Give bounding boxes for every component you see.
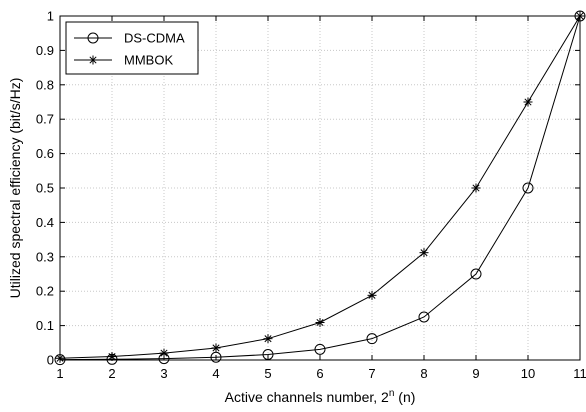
y-tick-label: 0.8 [36,77,54,92]
data-point-circle [366,333,378,345]
x-tick-label: 2 [108,366,115,381]
asterisk-stroke [212,344,220,352]
series-line [59,15,581,361]
legend-box [65,21,199,75]
data-point-circle [574,10,586,22]
x-axis-label-main: Active channels number, 2 [225,389,389,405]
asterisk-stroke [472,184,480,192]
data-point-circle [522,182,534,194]
x-tick-label: 7 [368,366,375,381]
y-tick-label: 0.7 [36,112,54,127]
y-tick-label: 0.3 [36,249,54,264]
data-point-asterisk [107,352,117,362]
legend-item: DS-CDMA [74,31,185,46]
data-point-asterisk [211,343,221,353]
data-point-circle [470,268,482,280]
y-tick-label: 0.4 [36,215,54,230]
x-tick-label: 11 [573,366,586,381]
x-tick-label: 6 [316,366,323,381]
legend-label: DS-CDMA [124,31,185,46]
asterisk-stroke [368,291,376,299]
x-tick-label: 5 [264,366,271,381]
data-point-asterisk [575,11,585,21]
asterisk-stroke [264,335,272,343]
x-tick-label: 9 [472,366,479,381]
data-point-asterisk [367,290,377,300]
data-point-asterisk [471,183,481,193]
y-tick-label: 0.1 [36,318,54,333]
x-tick-label: 8 [420,366,427,381]
data-point-asterisk [263,334,273,344]
y-tick-label: 0.2 [36,284,54,299]
x-tick-label: 3 [160,366,167,381]
y-tick-label: 0.5 [36,181,54,196]
data-point-circle [314,343,326,355]
asterisk-stroke [89,56,97,64]
asterisk-stroke [108,353,116,361]
asterisk-stroke [420,249,428,257]
data-point-asterisk [88,55,98,65]
x-axis-label-superscript: n [389,388,395,399]
data-point-circle [418,311,430,323]
x-tick-label: 4 [212,366,219,381]
x-tick-label: 1 [56,366,63,381]
asterisk-stroke [56,354,64,362]
data-point-asterisk [55,353,65,363]
y-tick-label: 0.6 [36,146,54,161]
data-point-asterisk [419,248,429,258]
asterisk-stroke [316,318,324,327]
series-ds-cdma [54,10,586,366]
asterisk-stroke [576,12,584,20]
y-axis-label: Utilized spectral efficiency (bit/s/Hz) [7,78,23,299]
legend-item: MMBOK [74,53,173,68]
x-axis-label-suffix: (n) [394,389,415,405]
y-tick-label: 1 [47,9,54,24]
series-lines [54,10,586,366]
series-mmbok [55,11,585,363]
legend: DS-CDMA MMBOK [65,21,199,75]
x-axis-label: Active channels number, 2n (n) [225,388,416,405]
asterisk-stroke [524,98,532,106]
data-point-asterisk [523,97,533,107]
legend-label: MMBOK [124,53,173,68]
data-point-circle [87,32,99,44]
asterisk-stroke [160,349,168,357]
data-point-asterisk [159,348,169,358]
data-point-asterisk [315,318,325,328]
y-tick-label: 0 [47,353,54,368]
data-point-circle [262,348,274,360]
y-tick-label: 0.9 [36,43,54,58]
x-tick-label: 10 [521,366,535,381]
